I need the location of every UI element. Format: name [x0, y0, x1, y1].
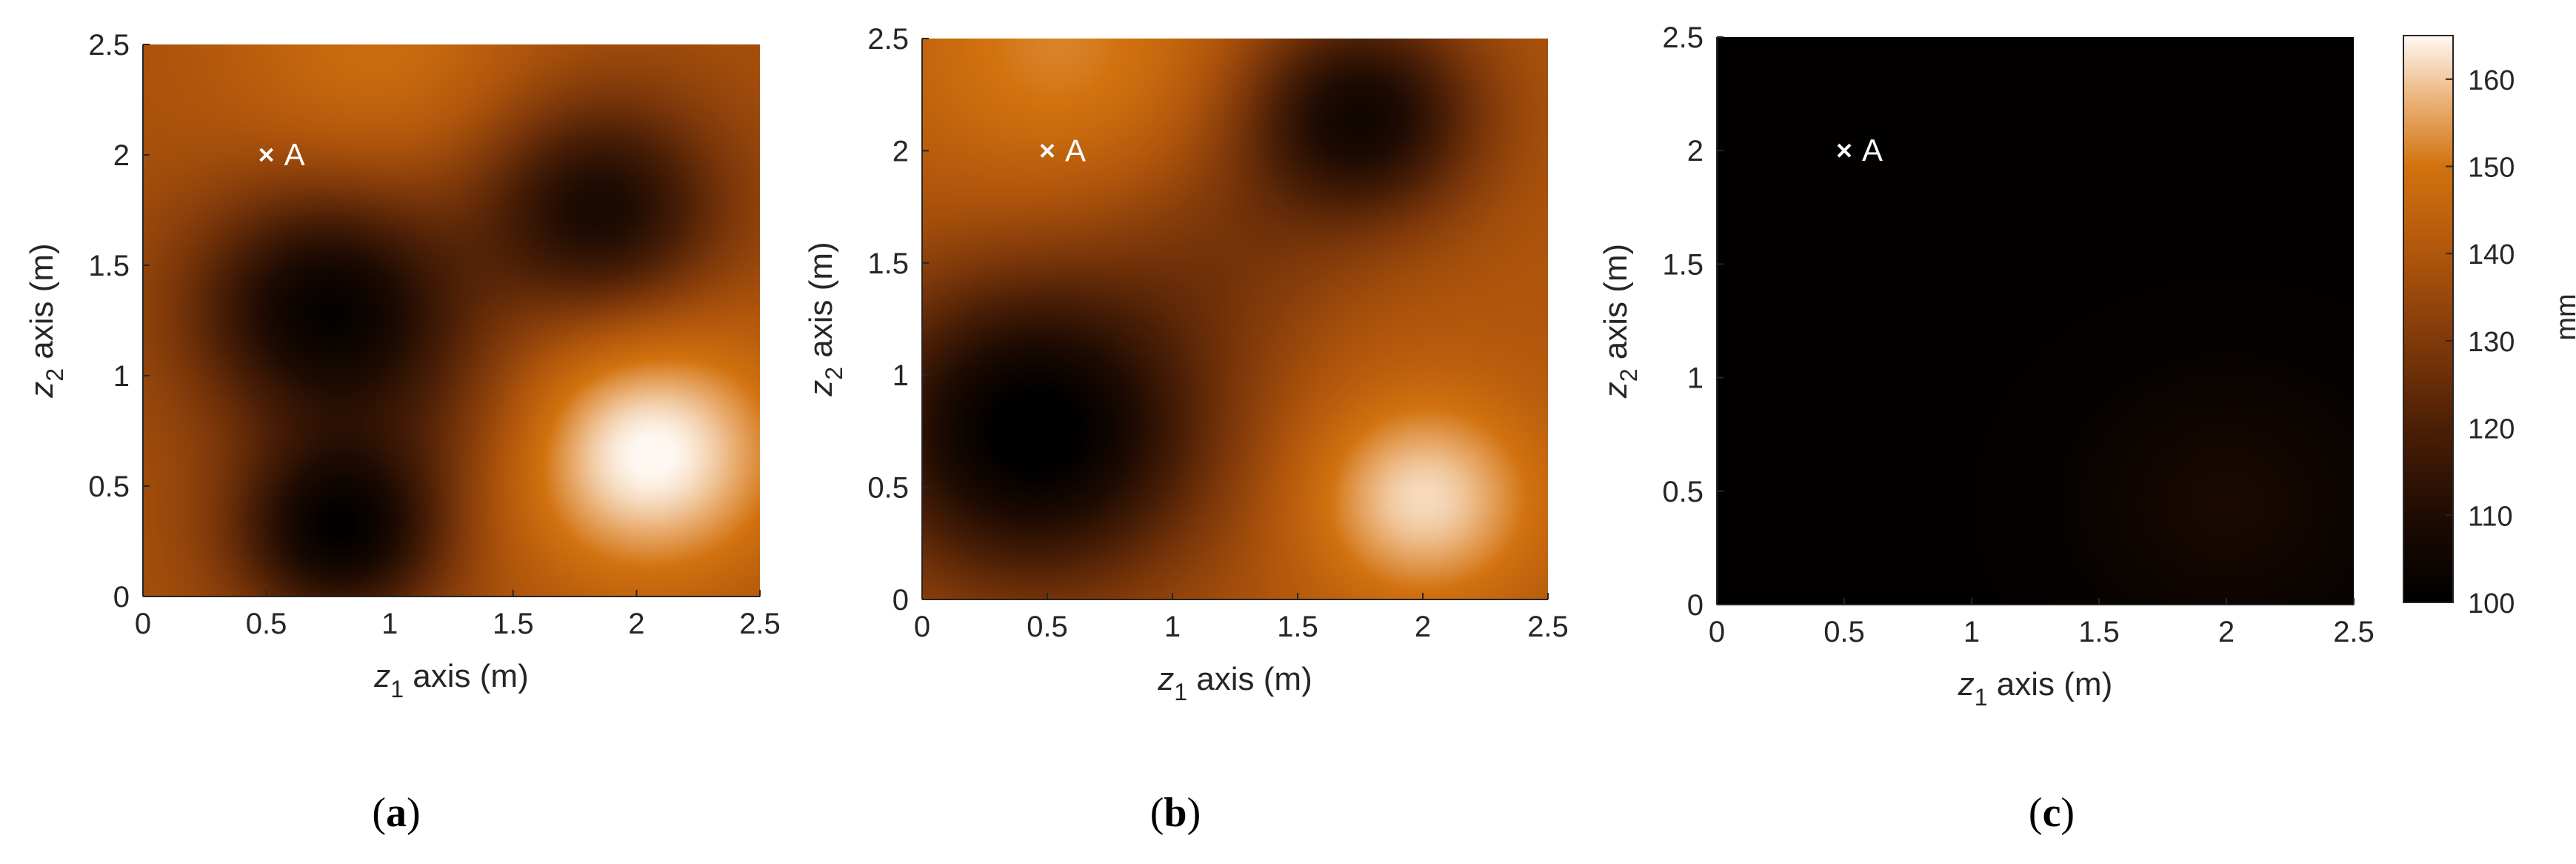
marker-cross-stroke: [259, 147, 274, 162]
y-axis-label: z2 axis (m): [1598, 244, 1642, 399]
caption-letter: b: [1164, 790, 1187, 836]
y-tick-label: 2.5: [867, 23, 909, 56]
y-axis-label-subscript: 2: [1615, 368, 1642, 382]
marker-label: A: [284, 137, 305, 172]
x-tick-label: 2: [1415, 611, 1431, 643]
x-axis-label: z1 axis (m): [1958, 666, 2112, 711]
x-axis-label-main: z: [373, 658, 390, 694]
y-tick-label: 1: [1687, 362, 1704, 395]
y-tick-label: 1: [113, 360, 130, 393]
x-axis-label: z1 axis (m): [1157, 661, 1312, 705]
marker-A: A: [1837, 133, 1883, 167]
marker-cross-stroke: [1837, 143, 1852, 158]
x-tick-label: 0.5: [1027, 611, 1068, 643]
heatmap-surface: [1717, 37, 2354, 605]
caption-open-paren: (: [1150, 790, 1164, 836]
colorbar-tick-label: 160: [2468, 65, 2515, 96]
colorbar-tick-label: 130: [2468, 327, 2515, 358]
colorbar-tick-label: 140: [2468, 239, 2515, 270]
y-axis-label-rest: axis (m): [24, 243, 60, 368]
colorbar-tick-label: 110: [2468, 501, 2513, 532]
caption-open-paren: (: [372, 790, 386, 836]
x-tick-label: 0: [1709, 616, 1725, 648]
y-tick-label: 2.5: [1662, 21, 1704, 54]
y-tick-label: 2.5: [88, 29, 130, 62]
y-tick-label: 0.5: [88, 471, 130, 503]
caption-close-paren: ): [2061, 790, 2075, 836]
y-tick-label: 2: [892, 135, 909, 167]
x-tick-label: 0.5: [246, 608, 287, 640]
x-tick-label: 2: [2218, 616, 2235, 648]
x-tick-label: 2.5: [739, 608, 781, 640]
x-tick-label: 1.5: [1277, 611, 1318, 643]
colorbar-tick-label: 100: [2468, 588, 2515, 619]
y-axis-label-main: z: [1598, 382, 1634, 399]
marker-cross-stroke: [1040, 143, 1055, 158]
colorbar-tick-label: 120: [2468, 414, 2515, 445]
y-tick-label: 0: [1687, 589, 1704, 622]
x-tick-label: 0: [914, 611, 930, 643]
x-axis-label-main: z: [1958, 666, 1975, 702]
y-axis-label-subscript: 2: [41, 368, 68, 382]
colorbar: 100 110 120 130 140 150 160 mm: [2403, 35, 2576, 619]
colorbar-unit-label: mm: [2551, 293, 2576, 340]
y-axis-label: z2 axis (m): [803, 242, 847, 396]
panel-caption: (a): [372, 790, 420, 836]
x-tick-label: 1: [1164, 611, 1181, 643]
y-tick-label: 0.5: [1662, 476, 1704, 508]
colorbar-scale: [2403, 35, 2454, 603]
x-axis-label-subscript: 1: [390, 676, 404, 702]
y-tick-label: 1.5: [1662, 248, 1704, 281]
y-tick-label: 1.5: [867, 247, 909, 280]
caption-open-paren: (: [2029, 790, 2043, 836]
y-tick-label: 2: [1687, 135, 1704, 167]
x-tick-label: 1: [1963, 616, 1980, 648]
marker-label: A: [1862, 133, 1883, 167]
y-tick-label: 0.5: [867, 472, 909, 505]
caption-letter: a: [386, 790, 407, 836]
panel-b: 0 0.5 1 1.5 2 2.500.511.522.5z1 axis (m)z2 ax…: [803, 23, 1569, 836]
x-tick-label: 2: [628, 608, 644, 640]
heatmap-surface: [143, 44, 760, 597]
x-tick-label: 1: [381, 608, 398, 640]
heatmap-surface: [922, 39, 1548, 599]
panel-c: 0 0.5 1 1.5 2 2.500.511.522.5z1 axis (m)z2 ax…: [1598, 21, 2375, 836]
x-tick-label: 2.5: [2333, 616, 2375, 648]
y-tick-label: 0: [892, 584, 909, 617]
y-axis-label-rest: axis (m): [1598, 244, 1634, 369]
x-tick-label: 1.5: [493, 608, 534, 640]
y-tick-label: 1.5: [88, 250, 130, 282]
marker-A: A: [259, 137, 305, 172]
panel-caption: (c): [2029, 790, 2075, 836]
caption-close-paren: ): [1187, 790, 1201, 836]
y-tick-label: 2: [113, 139, 130, 172]
caption-letter: c: [2043, 790, 2061, 836]
x-axis-label-subscript: 1: [1975, 684, 1988, 711]
x-tick-label: 2.5: [1527, 611, 1569, 643]
x-axis-label-subscript: 1: [1174, 679, 1187, 705]
x-axis-label-rest: axis (m): [1988, 666, 2113, 702]
x-axis-label-rest: axis (m): [404, 658, 529, 694]
y-tick-label: 1: [892, 359, 909, 392]
x-axis-label: z1 axis (m): [373, 658, 528, 702]
x-tick-label: 0: [135, 608, 151, 640]
y-axis-label-subscript: 2: [821, 367, 847, 380]
y-tick-label: 0: [113, 581, 130, 614]
marker-A: A: [1040, 133, 1086, 167]
y-axis-label-rest: axis (m): [803, 242, 839, 367]
panel-a: 0 0.5 1 1.5 2 2.500.511.522.5z1 axis (m)z2 ax…: [24, 29, 781, 836]
panel-caption: (b): [1150, 790, 1201, 836]
caption-close-paren: ): [407, 790, 421, 836]
x-axis-label-rest: axis (m): [1187, 661, 1312, 697]
y-axis-label-main: z: [24, 382, 60, 399]
marker-label: A: [1065, 133, 1086, 167]
x-tick-label: 1.5: [2078, 616, 2120, 648]
y-axis-label-main: z: [803, 380, 839, 397]
x-axis-label-main: z: [1157, 661, 1174, 697]
x-tick-label: 0.5: [1823, 616, 1865, 648]
y-axis-label: z2 axis (m): [24, 243, 68, 398]
colorbar-tick-label: 150: [2468, 153, 2515, 184]
